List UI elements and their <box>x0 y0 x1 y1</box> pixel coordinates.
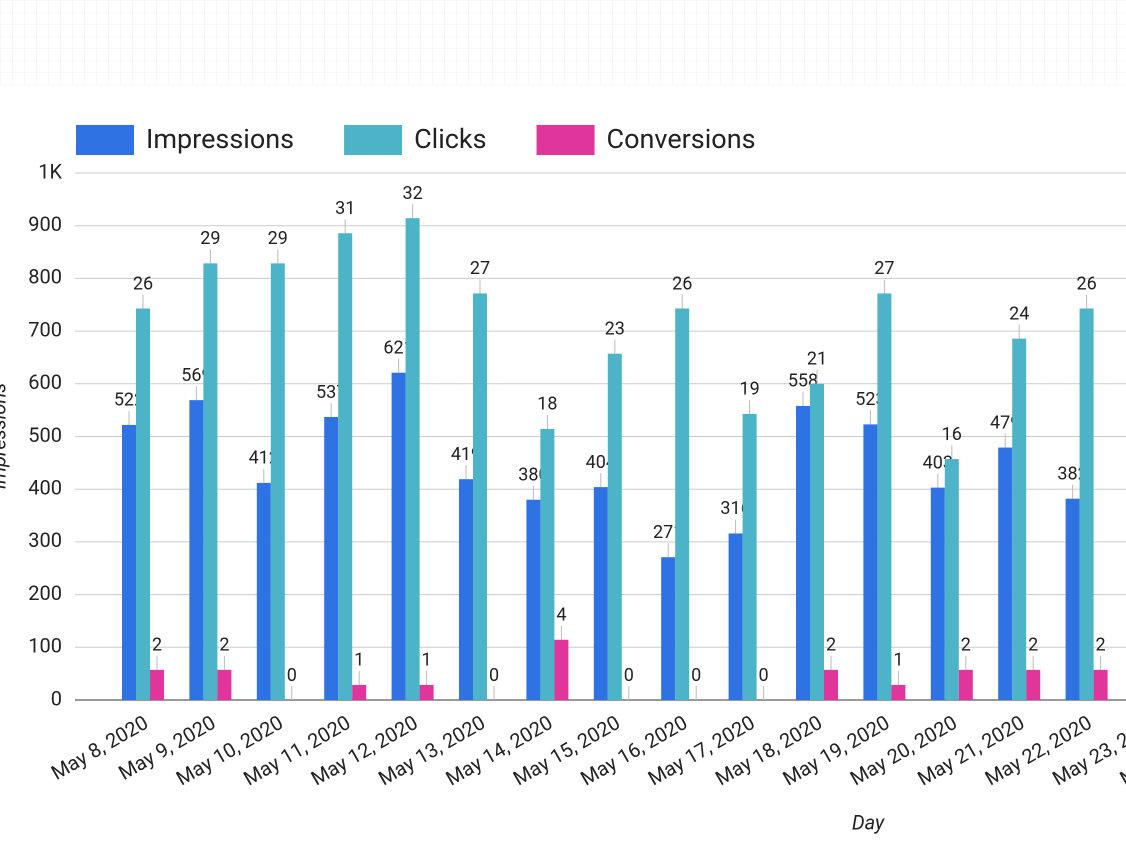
bar <box>338 233 353 700</box>
data-label: 26 <box>1076 273 1096 294</box>
bar <box>217 669 232 700</box>
data-label: 2 <box>152 635 162 656</box>
bar <box>998 447 1013 700</box>
legend-swatch <box>536 125 595 155</box>
bar <box>607 353 622 700</box>
bar <box>1012 338 1027 700</box>
bar <box>526 499 541 700</box>
bar <box>824 669 838 700</box>
bar <box>473 293 487 700</box>
y-tick-label: 100 <box>28 634 62 658</box>
bar <box>256 482 271 700</box>
data-label: 0 <box>489 665 499 686</box>
bar <box>742 413 757 700</box>
data-label: 29 <box>268 228 288 249</box>
x-axis-label: Day <box>852 810 885 834</box>
bar <box>1026 669 1041 700</box>
data-label: 4 <box>556 605 566 626</box>
data-label: 2 <box>219 635 229 656</box>
data-label: 0 <box>759 665 769 686</box>
y-tick-label: 800 <box>28 265 62 289</box>
data-label: 21 <box>807 349 827 370</box>
y-tick-label: 200 <box>28 581 62 605</box>
bar <box>391 372 406 700</box>
data-label: 24 <box>1009 303 1029 324</box>
legend-label: Conversions <box>607 123 756 155</box>
y-tick-label: 500 <box>28 423 62 447</box>
data-label: 19 <box>739 379 759 400</box>
y-axis-label: Impressions <box>0 383 10 489</box>
data-label: 2 <box>1028 635 1038 656</box>
data-label: 2 <box>826 635 836 656</box>
legend-swatch <box>344 125 403 155</box>
bar <box>419 684 434 700</box>
bar <box>810 383 824 700</box>
bar <box>675 308 690 700</box>
bar <box>944 459 959 700</box>
bar <box>958 669 973 700</box>
data-label: 0 <box>624 665 634 686</box>
bar <box>593 487 608 700</box>
data-label: 1 <box>354 650 364 671</box>
data-label: 2 <box>961 635 971 656</box>
bar <box>189 400 204 700</box>
bar <box>863 424 878 700</box>
y-tick-label: 600 <box>28 370 62 394</box>
legend-label: Clicks <box>414 123 486 155</box>
legend-swatch <box>76 125 134 155</box>
data-label: 26 <box>133 273 153 294</box>
bar <box>405 218 420 700</box>
y-tick-label: 700 <box>28 317 62 341</box>
data-label: 16 <box>942 424 962 445</box>
y-tick-label: 400 <box>28 475 62 499</box>
data-label: 0 <box>287 665 297 686</box>
data-label: 18 <box>537 394 557 415</box>
bar <box>891 684 906 700</box>
bar <box>930 487 945 700</box>
legend-label: Impressions <box>146 123 294 155</box>
bar <box>796 405 810 700</box>
data-label: 31 <box>335 198 355 219</box>
bar <box>1065 498 1080 700</box>
data-label: 23 <box>605 318 625 339</box>
bar <box>136 308 150 700</box>
bar <box>1079 308 1094 700</box>
y-tick-label: 300 <box>28 528 62 552</box>
bar <box>877 293 892 700</box>
y-tick-label: 0 <box>51 686 62 710</box>
bar <box>324 417 339 700</box>
data-label: 2 <box>1096 635 1106 656</box>
data-label: 26 <box>672 273 692 294</box>
y-tick-label: 1K <box>38 159 62 183</box>
bar <box>1093 669 1108 700</box>
data-label: 32 <box>402 183 422 204</box>
bar <box>122 424 136 700</box>
bar <box>352 684 367 700</box>
data-label: 0 <box>691 665 701 686</box>
data-label: 1 <box>893 650 903 671</box>
bar <box>203 263 218 700</box>
bar <box>150 669 164 700</box>
bar <box>270 263 285 700</box>
bar <box>728 533 743 700</box>
bar <box>554 639 569 700</box>
header-texture <box>0 0 1126 86</box>
bar <box>459 479 473 700</box>
data-label: 1 <box>422 650 432 671</box>
y-tick-label: 900 <box>28 212 62 236</box>
data-label: 29 <box>200 228 220 249</box>
bar <box>540 428 555 700</box>
data-label: 27 <box>874 258 894 279</box>
data-label: 27 <box>470 258 490 279</box>
bar <box>661 557 676 700</box>
